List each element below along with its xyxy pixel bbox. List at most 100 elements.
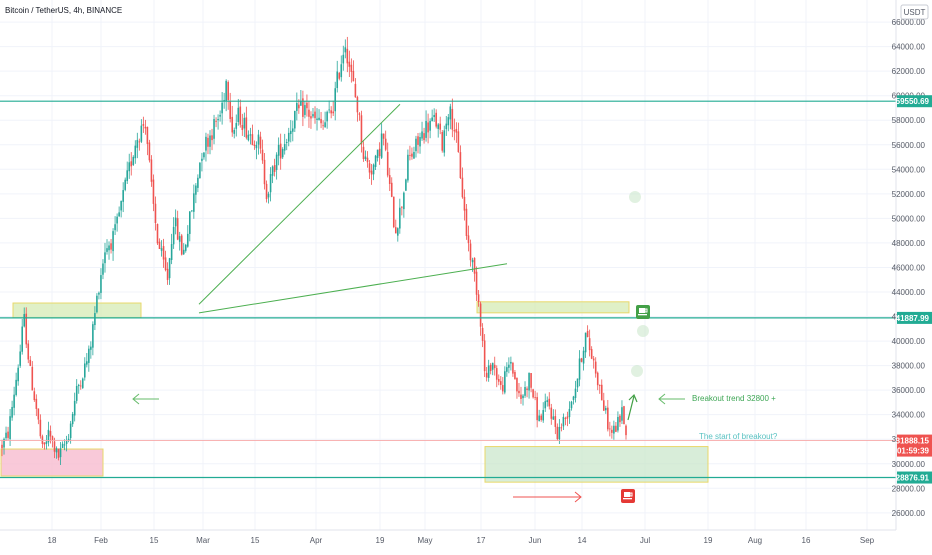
candle-body bbox=[90, 346, 92, 350]
y-tick-label: 62000.00 bbox=[892, 67, 926, 76]
candle-body bbox=[495, 368, 498, 380]
candle-body bbox=[439, 123, 442, 130]
candle-body bbox=[186, 233, 189, 247]
candle-body bbox=[479, 303, 482, 327]
candle-body bbox=[96, 295, 98, 313]
candle-body bbox=[580, 358, 583, 362]
candle-body bbox=[526, 388, 528, 391]
candle-body bbox=[73, 400, 76, 416]
candle-body bbox=[342, 54, 345, 64]
candle-body bbox=[287, 132, 290, 142]
candle-body bbox=[178, 236, 181, 242]
candle-body bbox=[394, 227, 397, 234]
candle-body bbox=[148, 142, 151, 161]
candle-body bbox=[130, 161, 133, 167]
annotation-start-of-breakout[interactable]: The start of breakout? bbox=[699, 432, 778, 441]
candle-body bbox=[229, 101, 231, 119]
candle-body bbox=[602, 400, 605, 411]
candle-body bbox=[621, 407, 623, 421]
candle-body bbox=[582, 350, 585, 364]
candle-body bbox=[388, 175, 391, 184]
current-price-label: 31888.15 bbox=[896, 437, 930, 446]
candle-body bbox=[81, 378, 84, 388]
candle-body bbox=[302, 98, 304, 117]
candle-body bbox=[41, 436, 44, 444]
candle-body bbox=[320, 118, 322, 124]
y-tick-label: 48000.00 bbox=[892, 239, 926, 248]
candle-body bbox=[71, 414, 74, 425]
y-tick-label: 58000.00 bbox=[892, 116, 926, 125]
candle-body bbox=[512, 362, 514, 374]
candle-body bbox=[401, 206, 403, 208]
level-tag-label: 41887.99 bbox=[896, 314, 930, 323]
candle-body bbox=[558, 426, 561, 440]
candle-body bbox=[453, 130, 456, 132]
x-tick-label: Apr bbox=[310, 536, 323, 545]
zones bbox=[0, 301, 709, 483]
marker-circle-icon bbox=[637, 325, 649, 337]
candle-body bbox=[485, 372, 488, 378]
candle-body bbox=[195, 185, 197, 195]
candle-body bbox=[67, 438, 70, 441]
drawing-marks bbox=[132, 191, 685, 503]
candle-body bbox=[506, 367, 508, 372]
candle-body bbox=[562, 416, 565, 427]
candle-body bbox=[7, 431, 9, 438]
candle-body bbox=[251, 134, 254, 146]
candle-body bbox=[358, 113, 361, 115]
candle-body bbox=[324, 122, 326, 128]
candle-body bbox=[578, 358, 581, 380]
candle-body bbox=[590, 349, 593, 359]
candle-body bbox=[144, 126, 147, 129]
candle-body bbox=[588, 338, 591, 351]
candle-body bbox=[168, 258, 171, 279]
candle-body bbox=[407, 154, 409, 181]
candle-body bbox=[356, 97, 359, 113]
candle-body bbox=[9, 416, 11, 439]
candle-body bbox=[237, 107, 240, 123]
annotation-breakout-trend[interactable]: Breakout trend 32800 + bbox=[692, 394, 776, 403]
time-axis[interactable]: 18 Feb 15 Mar 15 Apr 19 May 17 Jun 14 Jul 19 Aug 16 Sep bbox=[48, 536, 875, 545]
currency-badge[interactable]: USDT bbox=[900, 4, 929, 20]
candle-body bbox=[267, 193, 270, 198]
candle-body bbox=[497, 378, 500, 382]
chart-title: Bitcoin / TetherUS, 4h, BINANCE bbox=[5, 6, 123, 15]
candle-body bbox=[273, 165, 276, 172]
candle-body bbox=[249, 134, 252, 136]
candle-body bbox=[296, 102, 298, 111]
candle-body bbox=[443, 130, 446, 153]
zone-right-lower bbox=[484, 446, 709, 483]
candle-body bbox=[552, 416, 555, 420]
y-tick-label: 30000.00 bbox=[892, 460, 926, 469]
candle-body bbox=[201, 158, 203, 161]
candle-body bbox=[514, 372, 516, 380]
candle-body bbox=[502, 385, 504, 392]
candle-body bbox=[172, 226, 175, 245]
candle-body bbox=[152, 179, 155, 204]
coffee-cup-green-icon bbox=[636, 305, 650, 319]
candle-body bbox=[617, 416, 619, 431]
marker-circle-icon bbox=[631, 365, 643, 377]
arrow-left-head-icon bbox=[658, 393, 666, 405]
candle-body bbox=[334, 88, 337, 112]
candle-body bbox=[27, 343, 30, 360]
candle-body bbox=[368, 163, 371, 173]
trendlines[interactable] bbox=[198, 103, 508, 314]
candle-body bbox=[574, 388, 577, 398]
candle-body bbox=[79, 385, 82, 387]
candle-body bbox=[45, 441, 48, 444]
horizontal-levels[interactable] bbox=[0, 100, 896, 479]
candle-body bbox=[259, 136, 262, 149]
candle-body bbox=[57, 448, 60, 458]
candle-body bbox=[65, 441, 68, 444]
candle-body bbox=[518, 390, 520, 394]
candle-body bbox=[532, 389, 534, 398]
candle-body bbox=[322, 125, 324, 127]
candle-body bbox=[425, 120, 427, 138]
candle-body bbox=[417, 136, 419, 145]
candle-body bbox=[431, 117, 433, 122]
candle-body bbox=[281, 149, 284, 158]
candle-body bbox=[255, 145, 258, 149]
